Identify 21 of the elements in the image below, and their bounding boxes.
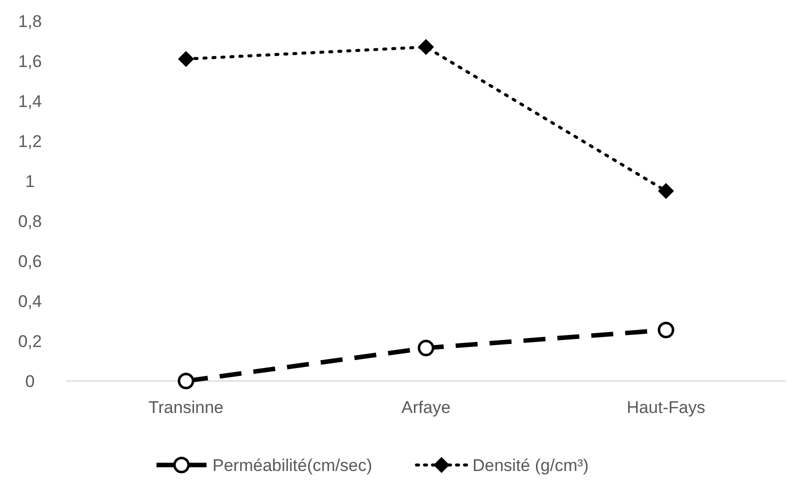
y-tick-label: 1,4 [18, 92, 42, 111]
legend-label: Perméabilité(cm/sec) [212, 456, 372, 475]
point [178, 51, 194, 67]
y-tick-label: 1,6 [18, 52, 42, 71]
point [418, 340, 434, 356]
x-tick-label: Arfaye [401, 398, 451, 417]
y-tick-label: 0,8 [18, 212, 42, 231]
y-tick-label: 0 [25, 372, 35, 391]
y-tick-label: 0,4 [18, 292, 42, 311]
point [658, 183, 674, 199]
y-tick-label: 1,8 [18, 12, 42, 31]
point [178, 372, 194, 390]
x-tick-label: Haut-Fays [626, 398, 706, 417]
legend-label: Densité (g/cm³) [472, 456, 589, 475]
point [658, 322, 674, 338]
y-tick-label: 0,6 [18, 252, 42, 271]
x-tick-label: Transinne [148, 398, 224, 417]
point [418, 39, 434, 55]
y-tick-label: 1 [25, 172, 35, 191]
y-tick-label: 0,2 [18, 332, 42, 351]
y-tick-label: 1,2 [18, 132, 42, 151]
